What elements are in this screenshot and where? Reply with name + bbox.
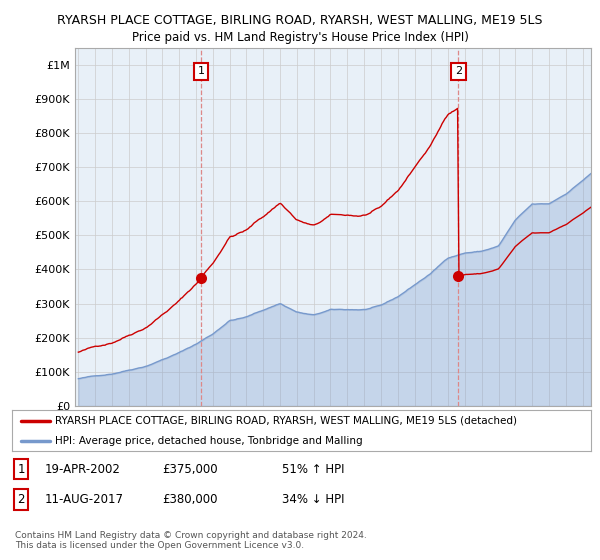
Text: 11-AUG-2017: 11-AUG-2017 <box>45 493 124 506</box>
Text: 2: 2 <box>455 67 462 77</box>
Text: 34% ↓ HPI: 34% ↓ HPI <box>282 493 344 506</box>
Text: 2: 2 <box>17 493 25 506</box>
Text: RYARSH PLACE COTTAGE, BIRLING ROAD, RYARSH, WEST MALLING, ME19 5LS: RYARSH PLACE COTTAGE, BIRLING ROAD, RYAR… <box>57 14 543 27</box>
Text: 1: 1 <box>197 67 205 77</box>
Text: Contains HM Land Registry data © Crown copyright and database right 2024.
This d: Contains HM Land Registry data © Crown c… <box>15 530 367 550</box>
Text: 51% ↑ HPI: 51% ↑ HPI <box>282 463 344 476</box>
Text: £380,000: £380,000 <box>162 493 218 506</box>
Text: 1: 1 <box>17 463 25 476</box>
Text: Price paid vs. HM Land Registry's House Price Index (HPI): Price paid vs. HM Land Registry's House … <box>131 31 469 44</box>
Text: 19-APR-2002: 19-APR-2002 <box>45 463 121 476</box>
Text: HPI: Average price, detached house, Tonbridge and Malling: HPI: Average price, detached house, Tonb… <box>55 436 363 446</box>
Text: RYARSH PLACE COTTAGE, BIRLING ROAD, RYARSH, WEST MALLING, ME19 5LS (detached): RYARSH PLACE COTTAGE, BIRLING ROAD, RYAR… <box>55 416 517 426</box>
Text: £375,000: £375,000 <box>162 463 218 476</box>
